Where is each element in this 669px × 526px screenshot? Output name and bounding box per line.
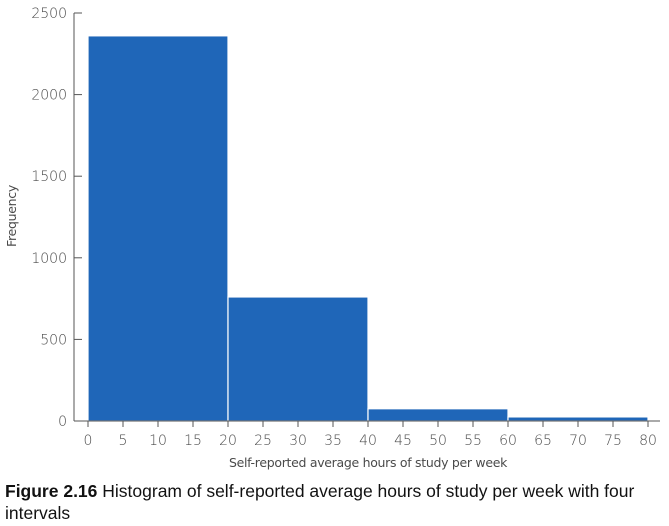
y-tick-label: 1500	[31, 169, 67, 185]
x-tick-label: 10	[149, 433, 167, 449]
x-tick-label: 20	[219, 433, 237, 449]
y-tick-label: 2500	[31, 6, 67, 22]
x-tick-label: 45	[394, 433, 412, 449]
y-tick-label: 500	[40, 332, 67, 348]
x-tick-label: 25	[254, 433, 272, 449]
x-tick-label: 40	[359, 433, 377, 449]
x-axis-title: Self-reported average hours of study per…	[229, 455, 508, 470]
x-tick-label: 35	[324, 433, 342, 449]
x-tick-label: 0	[84, 433, 93, 449]
x-tick-label: 60	[499, 433, 517, 449]
figure-caption-text: Histogram of self-reported average hours…	[5, 481, 635, 523]
histogram-bar-4	[507, 416, 649, 422]
x-tick-label: 55	[464, 433, 482, 449]
histogram-chart: 0 5 10 15 20 25 30 35 40 45 50 55 60 65 70 75 80 0 500 100…	[4, 6, 660, 470]
x-tick-label: 80	[639, 433, 657, 449]
x-tick-label: 15	[184, 433, 202, 449]
histogram-bar-1	[87, 35, 229, 422]
y-axis: 0 500 1000 1500 2000 2500	[31, 6, 82, 430]
histogram-bar-3	[367, 408, 509, 422]
x-tick-label: 70	[569, 433, 587, 449]
x-tick-label: 5	[119, 433, 128, 449]
figure-label: Figure 2.16	[5, 481, 98, 501]
x-tick-label: 65	[534, 433, 552, 449]
y-axis-title: Frequency	[4, 184, 19, 247]
y-tick-label: 0	[58, 414, 67, 430]
y-tick-label: 2000	[31, 88, 67, 104]
y-tick-label: 1000	[31, 251, 67, 267]
x-tick-label: 50	[429, 433, 447, 449]
x-tick-label: 75	[604, 433, 622, 449]
figure-caption: Figure 2.16 Histogram of self-reported a…	[5, 480, 665, 524]
bars-group	[87, 35, 649, 422]
x-tick-label: 30	[289, 433, 307, 449]
histogram-bar-2	[227, 296, 369, 422]
x-axis: 0 5 10 15 20 25 30 35 40 45 50 55 60 65 70 75 80	[74, 420, 660, 449]
